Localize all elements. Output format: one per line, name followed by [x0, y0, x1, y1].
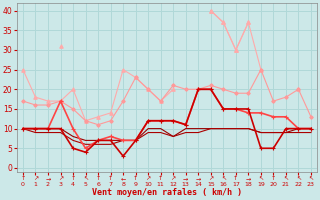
- X-axis label: Vent moyen/en rafales ( km/h ): Vent moyen/en rafales ( km/h ): [92, 188, 242, 197]
